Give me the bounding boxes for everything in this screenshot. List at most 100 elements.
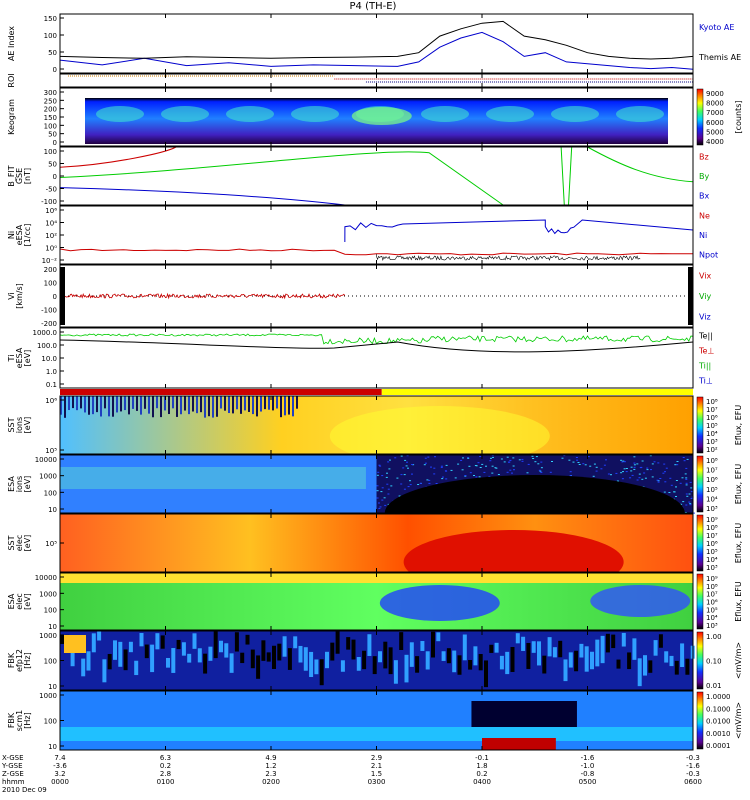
spectrogram-cell: [298, 645, 303, 663]
spectrogram-noise: [388, 468, 391, 470]
spectrogram-noise: [681, 477, 684, 479]
spectrogram-noise: [434, 456, 436, 458]
y-axis-unit: [eV]: [23, 417, 32, 434]
spectrogram-noise: [381, 475, 384, 477]
spectrogram-band: [60, 467, 366, 489]
spectrogram-noise: [400, 474, 403, 476]
spectrogram-noise: [475, 465, 478, 467]
y-tick-label: 0: [53, 66, 57, 74]
spectrogram-noise: [400, 455, 403, 457]
colorbar-tick-label: 0.0010: [706, 730, 731, 738]
legend-entry: Kyoto AE: [699, 23, 734, 32]
y-axis-label: Ni: [7, 231, 16, 239]
aurora-patch: [291, 106, 339, 122]
spectrogram-noise: [376, 474, 379, 476]
spectrogram-noise: [685, 467, 688, 469]
spectrogram-cell: [446, 648, 451, 664]
colorbar-tick-label: 10³: [706, 622, 718, 630]
colorbar-tick-label: 10⁶: [706, 540, 718, 548]
spectrogram-stripe: [144, 396, 146, 409]
spectrogram-noise: [532, 458, 535, 459]
colorbar-label: Eflux, EFU: [734, 523, 743, 564]
spectrogram-noise: [665, 467, 668, 469]
spectrogram-noise: [578, 464, 581, 465]
spectrogram-cell: [484, 660, 488, 688]
aurora-patch: [616, 106, 664, 122]
spectrogram-cell: [489, 644, 494, 653]
roi-panel: ROI: [7, 73, 694, 88]
y-tick-label: -50: [46, 186, 57, 194]
spectrogram-stripe: [112, 396, 114, 417]
time-label: 0200: [262, 778, 280, 786]
spectrogram-noise: [445, 464, 448, 466]
spectrogram-noise: [539, 470, 542, 472]
y-gse-value: -3.6: [53, 762, 67, 770]
colorbar: [696, 573, 704, 630]
spectrogram-noise: [656, 479, 659, 481]
spectrogram-noise: [549, 471, 552, 473]
y-tick-label: 10⁻²: [42, 257, 58, 265]
spectrogram-noise: [485, 465, 487, 467]
spectrogram-cell: [409, 642, 414, 667]
y-tick-label: 10⁵: [45, 540, 57, 548]
spectrogram-noise: [592, 475, 595, 477]
spectrogram-noise: [620, 472, 623, 474]
spectrogram-cell: [86, 651, 91, 671]
spectrogram-noise: [379, 465, 382, 467]
y-axis-unit: [eV]: [23, 350, 32, 367]
spectrogram-noise: [433, 473, 436, 475]
spectrogram-cell: [420, 641, 425, 651]
y-tick-label: 100: [44, 148, 57, 156]
spectrogram-cell: [399, 632, 404, 650]
colorbar-tick-label: 10⁵: [706, 486, 718, 494]
spectrogram-noise: [428, 482, 431, 484]
spectrogram-cell: [595, 639, 600, 667]
colorbar-tick-label: 10⁵: [706, 422, 718, 430]
y-axis-label: Vi: [7, 292, 16, 300]
spectrogram-cell: [510, 646, 515, 672]
spectrogram-noise: [534, 461, 537, 463]
spectrogram-noise: [380, 491, 383, 493]
bx-line: [59, 187, 345, 206]
spectrogram-noise: [454, 477, 457, 479]
colorbar-tick-label: 10⁶: [706, 414, 718, 422]
spectrogram-stripe: [228, 396, 230, 414]
spectrogram-noise: [462, 457, 464, 459]
spectrogram-noise: [527, 463, 530, 465]
y-tick-label: -100: [41, 198, 57, 206]
spectrogram-image: [60, 691, 693, 750]
spectrogram-noise: [682, 457, 685, 458]
spectrogram-cell: [452, 650, 457, 673]
z-gse-value: 2.8: [160, 770, 171, 778]
y-tick-label: 1000.0: [33, 329, 58, 337]
spectrogram-cell: [261, 640, 266, 661]
spectrogram-noise: [512, 457, 515, 459]
spectrogram-noise: [685, 484, 688, 486]
x-row-label: hhmm: [2, 778, 25, 786]
y-tick-label: 1000: [39, 473, 57, 481]
spectrogram-stripe: [180, 396, 182, 415]
spectrogram-cell: [107, 653, 112, 670]
spectrogram-cell: [197, 648, 202, 663]
spectrogram-noise: [572, 461, 575, 463]
x-row-label: Z-GSE: [2, 770, 24, 778]
spectrogram-noise: [540, 471, 543, 473]
spectrogram-stripe: [100, 396, 102, 417]
y-tick-label: -100: [41, 307, 57, 315]
y-tick-label: 250: [44, 97, 57, 105]
y-tick-label: 50: [48, 161, 57, 169]
spectrogram-noise: [685, 477, 688, 479]
spectrogram-noise: [616, 480, 619, 482]
spectrogram-noise: [569, 471, 572, 473]
y-tick-label: -200: [41, 320, 57, 328]
spectrogram-noise: [457, 463, 460, 465]
spectrogram-cell: [558, 640, 563, 658]
spectrogram-cell: [531, 641, 536, 653]
spectrogram-cell: [155, 633, 160, 650]
spectrogram-cell: [563, 659, 568, 682]
spectrogram-noise: [631, 474, 634, 476]
x-row-label: Y-GSE: [1, 762, 23, 770]
y-axis-label: ESA: [7, 476, 16, 492]
